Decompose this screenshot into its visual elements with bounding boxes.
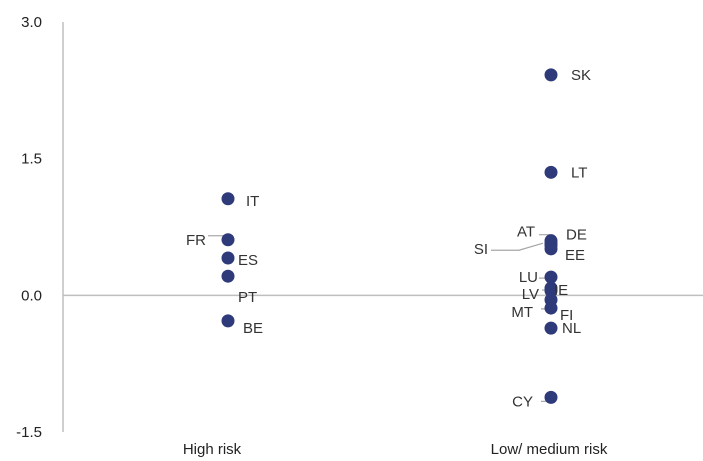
data-point: [221, 314, 235, 328]
y-tick-label: 3.0: [21, 14, 42, 31]
data-point: [221, 269, 235, 283]
chart-axes: [62, 22, 703, 432]
category-label: High risk: [183, 441, 242, 458]
point-label: LT: [571, 164, 587, 181]
point-label: IT: [246, 193, 259, 210]
y-tick-label: -1.5: [16, 424, 42, 441]
point-label: ES: [238, 252, 258, 269]
point-label: CY: [512, 393, 533, 410]
data-point: [544, 165, 558, 179]
y-tick-labels: 3.0 1.5 0.0 -1.5: [16, 14, 42, 441]
category-labels: High risk Low/ medium risk: [183, 441, 608, 458]
point-label: SK: [571, 67, 591, 84]
data-point: [544, 242, 558, 256]
y-tick-label: 0.0: [21, 287, 42, 304]
point-label: BE: [243, 320, 263, 337]
point-label: DE: [566, 226, 587, 243]
point-label: EE: [565, 247, 585, 264]
category-label: Low/ medium risk: [491, 441, 608, 458]
data-point: [544, 270, 558, 284]
label-leader-lines: [208, 234, 555, 402]
point-label: AT: [517, 224, 535, 241]
point-label: IE: [554, 282, 568, 299]
point-label: FI: [560, 307, 573, 324]
point-label: MT: [511, 304, 533, 321]
data-point: [544, 284, 558, 298]
data-point: [544, 321, 558, 335]
point-label: NL: [562, 320, 581, 337]
data-point: [221, 233, 235, 247]
data-point: [544, 390, 558, 404]
point-label: SI: [474, 241, 488, 258]
point-label: PT: [238, 289, 257, 306]
data-point: [221, 192, 235, 206]
point-label: FR: [186, 232, 206, 249]
point-label: LU: [519, 269, 538, 286]
y-tick-label: 1.5: [21, 151, 42, 168]
data-point: [544, 301, 558, 315]
leader-line: [491, 242, 544, 251]
data-point: [544, 68, 558, 82]
data-point: [221, 251, 235, 265]
point-label: LV: [522, 286, 539, 303]
data-points: [221, 68, 558, 404]
